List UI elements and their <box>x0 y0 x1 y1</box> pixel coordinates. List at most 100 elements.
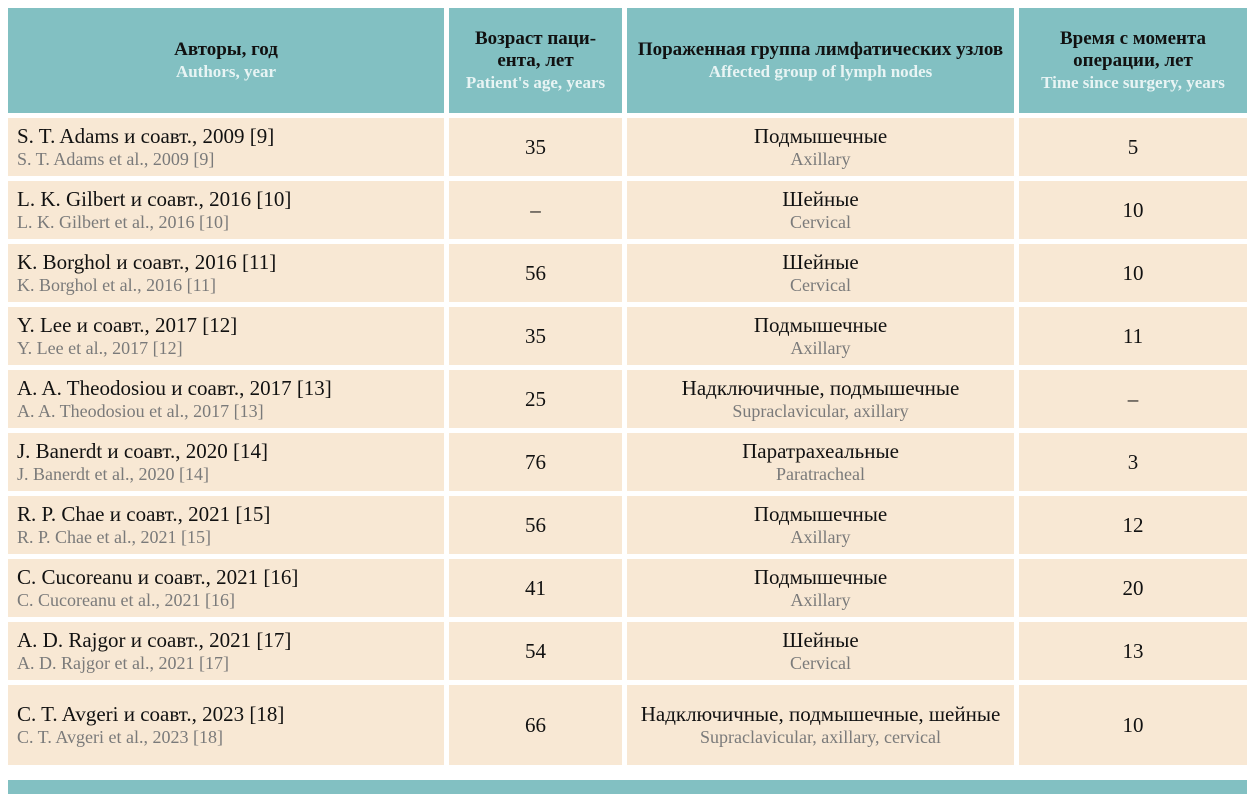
cell-nodes: Шейные Cervical <box>627 181 1014 239</box>
nodes-en: Axillary <box>790 527 851 547</box>
cell-author: C. T. Avgeri и соавт., 2023 [18] C. T. Av… <box>8 685 444 765</box>
cell-author: R. P. Chae и соавт., 2021 [15] R. P. Chae… <box>8 496 444 554</box>
nodes-en: Supraclavicular, axillary <box>732 401 909 421</box>
table-row: R. P. Chae и соавт., 2021 [15] R. P. Chae… <box>8 496 1247 554</box>
cell-time: – <box>1019 370 1247 428</box>
age-value: 56 <box>525 512 546 537</box>
table-row: L. K. Gilbert и соавт., 2016 [10] L. K. G… <box>8 181 1247 239</box>
cell-author: A. A. Theodosiou и соавт., 2017 [13] A. A… <box>8 370 444 428</box>
header-nodes: Пораженная группа лимфатических узлов Af… <box>627 8 1014 113</box>
time-value: 5 <box>1127 134 1139 159</box>
age-value: 25 <box>525 386 546 411</box>
nodes-en: Cervical <box>790 653 851 673</box>
cell-time: 11 <box>1019 307 1247 365</box>
cell-nodes: Надключичные, подмышечные Supraclavicular… <box>627 370 1014 428</box>
age-value: 76 <box>525 449 546 474</box>
nodes-ru: Шейные <box>782 250 859 274</box>
age-value: – <box>530 197 541 222</box>
cell-nodes: Шейные Cervical <box>627 244 1014 302</box>
nodes-ru: Шейные <box>782 628 859 652</box>
cell-time: 13 <box>1019 622 1247 680</box>
nodes-en: Paratracheal <box>776 464 865 484</box>
cell-age: 56 <box>449 496 622 554</box>
table-row: C. Cucoreanu и соавт., 2021 [16] C. Cucor… <box>8 559 1247 617</box>
header-authors-ru: Авторы, год <box>174 39 278 60</box>
time-value: 3 <box>1127 449 1139 474</box>
header-nodes-ru: Пораженная группа лимфатических узлов <box>637 39 1004 60</box>
cell-age: 76 <box>449 433 622 491</box>
age-value: 41 <box>525 575 546 600</box>
header-authors: Авторы, год Authors, year <box>8 8 444 113</box>
author-en: Y. Lee et al., 2017 [12] <box>17 338 183 358</box>
author-ru: L. K. Gilbert и соавт., 2016 [10] <box>17 187 292 211</box>
cell-time: 10 <box>1019 244 1247 302</box>
author-en: C. T. Avgeri et al., 2023 [18] <box>17 727 223 747</box>
cell-time: 3 <box>1019 433 1247 491</box>
cell-author: K. Borghol и соавт., 2016 [11] K. Borghol… <box>8 244 444 302</box>
table-row: J. Banerdt и соавт., 2020 [14] J. Banerdt… <box>8 433 1247 491</box>
cell-time: 20 <box>1019 559 1247 617</box>
author-en: S. T. Adams et al., 2009 [9] <box>17 149 215 169</box>
table-row: C. T. Avgeri и соавт., 2023 [18] C. T. Av… <box>8 685 1247 765</box>
nodes-en: Axillary <box>790 590 851 610</box>
table-row: Y. Lee и соавт., 2017 [12] Y. Lee et al.,… <box>8 307 1247 365</box>
cell-age: 35 <box>449 307 622 365</box>
age-value: 56 <box>525 260 546 285</box>
nodes-ru: Подмышечные <box>753 565 888 589</box>
cell-author: A. D. Rajgor и соавт., 2021 [17] A. D. Ra… <box>8 622 444 680</box>
cell-nodes: Подмышечные Axillary <box>627 496 1014 554</box>
time-value: 20 <box>1122 575 1144 600</box>
cell-time: 12 <box>1019 496 1247 554</box>
cell-time: 5 <box>1019 118 1247 176</box>
header-age-en: Patient's age, years <box>465 73 606 92</box>
cell-age: 25 <box>449 370 622 428</box>
nodes-en: Axillary <box>790 149 851 169</box>
author-ru: Y. Lee и соавт., 2017 [12] <box>17 313 238 337</box>
nodes-ru: Подмышечные <box>753 502 888 526</box>
nodes-en: Axillary <box>790 338 851 358</box>
cell-nodes: Шейные Cervical <box>627 622 1014 680</box>
author-ru: J. Banerdt и соавт., 2020 [14] <box>17 439 269 463</box>
time-value: 10 <box>1122 260 1144 285</box>
author-en: R. P. Chae et al., 2021 [15] <box>17 527 211 547</box>
time-value: – <box>1127 386 1139 411</box>
header-authors-en: Authors, year <box>175 62 277 81</box>
cell-age: 35 <box>449 118 622 176</box>
author-ru: A. A. Theodosiou и соавт., 2017 [13] <box>17 376 332 400</box>
header-nodes-en: Affected group of lymph nodes <box>708 62 933 81</box>
author-ru: K. Borghol и соавт., 2016 [11] <box>17 250 277 274</box>
header-time-en: Time since surgery, years <box>1041 73 1225 92</box>
cell-nodes: Подмышечные Axillary <box>627 559 1014 617</box>
time-value: 10 <box>1122 197 1144 222</box>
cell-author: J. Banerdt и соавт., 2020 [14] J. Banerdt… <box>8 433 444 491</box>
lymph-node-table: Авторы, год Authors, year Возраст паци-е… <box>3 3 1252 770</box>
table-header-row: Авторы, год Authors, year Возраст паци-е… <box>8 8 1247 113</box>
time-value: 10 <box>1122 712 1144 737</box>
header-time: Время с момента операции, лет Time since… <box>1019 8 1247 113</box>
nodes-ru: Подмышечные <box>753 313 888 337</box>
cell-age: 54 <box>449 622 622 680</box>
cell-time: 10 <box>1019 685 1247 765</box>
cell-nodes: Подмышечные Axillary <box>627 307 1014 365</box>
nodes-ru: Надключичные, подмышечные, шейные <box>640 702 1001 726</box>
table-body: S. T. Adams и соавт., 2009 [9] S. T. Adam… <box>8 118 1247 765</box>
time-value: 12 <box>1122 512 1144 537</box>
table-row: S. T. Adams и соавт., 2009 [9] S. T. Adam… <box>8 118 1247 176</box>
table-bottom-bar <box>8 780 1247 794</box>
cell-age: 56 <box>449 244 622 302</box>
age-value: 35 <box>525 134 546 159</box>
nodes-en: Cervical <box>790 275 851 295</box>
author-ru: R. P. Chae и соавт., 2021 [15] <box>17 502 271 526</box>
author-en: C. Cucoreanu et al., 2021 [16] <box>17 590 235 610</box>
cell-author: S. T. Adams и соавт., 2009 [9] S. T. Adam… <box>8 118 444 176</box>
header-time-ru: Время с момента операции, лет <box>1059 28 1207 71</box>
header-age: Возраст паци-ента, лет Patient's age, ye… <box>449 8 622 113</box>
nodes-ru: Надключичные, подмышечные <box>681 376 960 400</box>
author-ru: C. T. Avgeri и соавт., 2023 [18] <box>17 702 285 726</box>
author-en: A. D. Rajgor et al., 2021 [17] <box>17 653 229 673</box>
author-ru: S. T. Adams и соавт., 2009 [9] <box>17 124 275 148</box>
author-en: L. K. Gilbert et al., 2016 [10] <box>17 212 229 232</box>
cell-author: Y. Lee и соавт., 2017 [12] Y. Lee et al.,… <box>8 307 444 365</box>
nodes-ru: Подмышечные <box>753 124 888 148</box>
cell-time: 10 <box>1019 181 1247 239</box>
